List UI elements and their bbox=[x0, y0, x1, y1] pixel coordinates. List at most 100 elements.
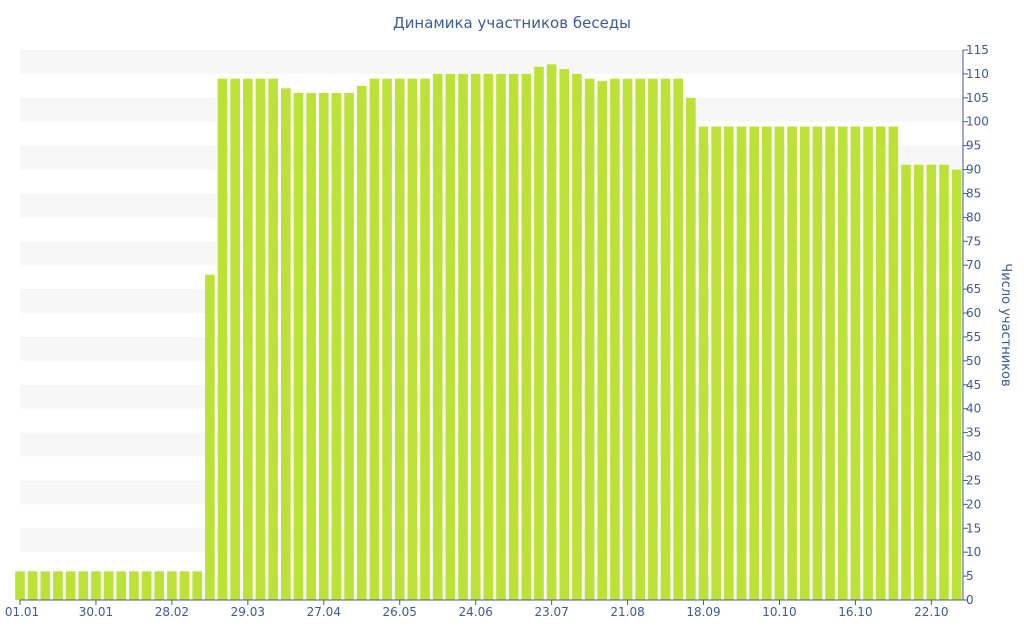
y-tick-label: 25 bbox=[966, 473, 981, 487]
bar bbox=[888, 126, 899, 601]
bar bbox=[546, 64, 557, 601]
bar bbox=[293, 93, 304, 600]
bars-group bbox=[15, 64, 962, 601]
bar bbox=[534, 66, 544, 601]
x-tick-label: 28.02 bbox=[155, 605, 189, 619]
bar bbox=[951, 169, 962, 600]
bar bbox=[407, 78, 418, 600]
bar bbox=[318, 93, 329, 600]
bar bbox=[179, 571, 190, 600]
bar bbox=[610, 78, 620, 600]
y-tick-label: 15 bbox=[966, 521, 981, 535]
y-tick-label: 80 bbox=[966, 210, 981, 224]
bar bbox=[926, 164, 937, 600]
bar bbox=[812, 126, 823, 601]
x-tick-label: 22.10 bbox=[914, 605, 948, 619]
bar bbox=[787, 126, 797, 601]
bar bbox=[344, 93, 354, 600]
bar bbox=[268, 78, 278, 600]
bar bbox=[863, 126, 873, 601]
bar bbox=[53, 571, 63, 600]
bar bbox=[799, 126, 810, 601]
x-tick-label: 24.06 bbox=[458, 605, 492, 619]
bar bbox=[673, 78, 684, 600]
x-axis: 01.01 30.01 28.02 29.03 27.04 26.05 24.06 23.07… bbox=[5, 599, 963, 619]
y-tick-label: 70 bbox=[966, 258, 981, 272]
bar bbox=[78, 571, 89, 600]
x-tick-label: 29.03 bbox=[231, 605, 265, 619]
bar bbox=[382, 78, 392, 600]
y-tick-label: 110 bbox=[966, 67, 989, 81]
x-tick-label: 10.10 bbox=[762, 605, 796, 619]
x-tick-label: 18.09 bbox=[686, 605, 720, 619]
bar bbox=[521, 73, 532, 600]
bar bbox=[27, 571, 38, 600]
bar bbox=[913, 164, 924, 600]
bar bbox=[572, 73, 582, 600]
y-tick-label: 40 bbox=[966, 402, 981, 416]
y-tick-label: 10 bbox=[966, 545, 981, 559]
bar bbox=[901, 164, 911, 600]
bar bbox=[825, 126, 835, 601]
y-tick-label: 45 bbox=[966, 378, 981, 392]
bar bbox=[369, 78, 380, 600]
bar bbox=[559, 69, 570, 600]
bar bbox=[217, 78, 228, 600]
bar bbox=[724, 126, 734, 601]
bar bbox=[837, 126, 848, 601]
bar bbox=[255, 78, 266, 600]
bar bbox=[496, 73, 506, 600]
x-tick-label: 21.08 bbox=[610, 605, 644, 619]
x-tick-label: 30.01 bbox=[79, 605, 113, 619]
y-tick-label: 30 bbox=[966, 450, 981, 464]
x-tick-label: 23.07 bbox=[534, 605, 568, 619]
grid-band bbox=[20, 50, 963, 74]
bar bbox=[394, 78, 405, 600]
bar bbox=[331, 93, 342, 600]
bar bbox=[660, 78, 671, 600]
bar bbox=[736, 126, 747, 601]
bar bbox=[622, 78, 633, 600]
y-tick-label: 50 bbox=[966, 354, 981, 368]
bar bbox=[40, 571, 51, 600]
bar bbox=[167, 571, 177, 600]
bar bbox=[686, 97, 696, 600]
bar bbox=[281, 88, 291, 600]
y-tick-label: 60 bbox=[966, 306, 981, 320]
bar bbox=[432, 73, 443, 600]
bar bbox=[458, 73, 468, 600]
bar bbox=[141, 571, 152, 600]
bar bbox=[103, 571, 114, 600]
bar bbox=[648, 78, 658, 600]
bar bbox=[243, 78, 253, 600]
bar bbox=[129, 571, 139, 600]
bar bbox=[420, 78, 430, 600]
bar bbox=[508, 73, 519, 600]
y-axis-label: Число участников bbox=[998, 263, 1013, 386]
bar bbox=[939, 164, 949, 600]
y-tick-label: 75 bbox=[966, 234, 981, 248]
bar bbox=[15, 571, 25, 600]
y-tick-label: 35 bbox=[966, 426, 981, 440]
bar bbox=[230, 78, 240, 600]
x-tick-label: 27.04 bbox=[307, 605, 341, 619]
y-tick-label: 5 bbox=[966, 569, 974, 583]
bar bbox=[850, 126, 861, 601]
x-tick-label: 16.10 bbox=[838, 605, 872, 619]
y-tick-label: 85 bbox=[966, 186, 981, 200]
bar bbox=[698, 126, 709, 601]
y-tick-label: 55 bbox=[966, 330, 981, 344]
bar bbox=[483, 73, 494, 600]
y-tick-label: 0 bbox=[966, 593, 974, 607]
y-tick-label: 115 bbox=[966, 43, 989, 57]
bar bbox=[306, 93, 316, 600]
bar bbox=[711, 126, 721, 601]
bar bbox=[65, 571, 76, 600]
bar bbox=[762, 126, 772, 601]
bar bbox=[875, 126, 886, 601]
y-tick-label: 65 bbox=[966, 282, 981, 296]
chart-title: Динамика участников беседы bbox=[393, 14, 631, 32]
bar bbox=[154, 571, 165, 600]
